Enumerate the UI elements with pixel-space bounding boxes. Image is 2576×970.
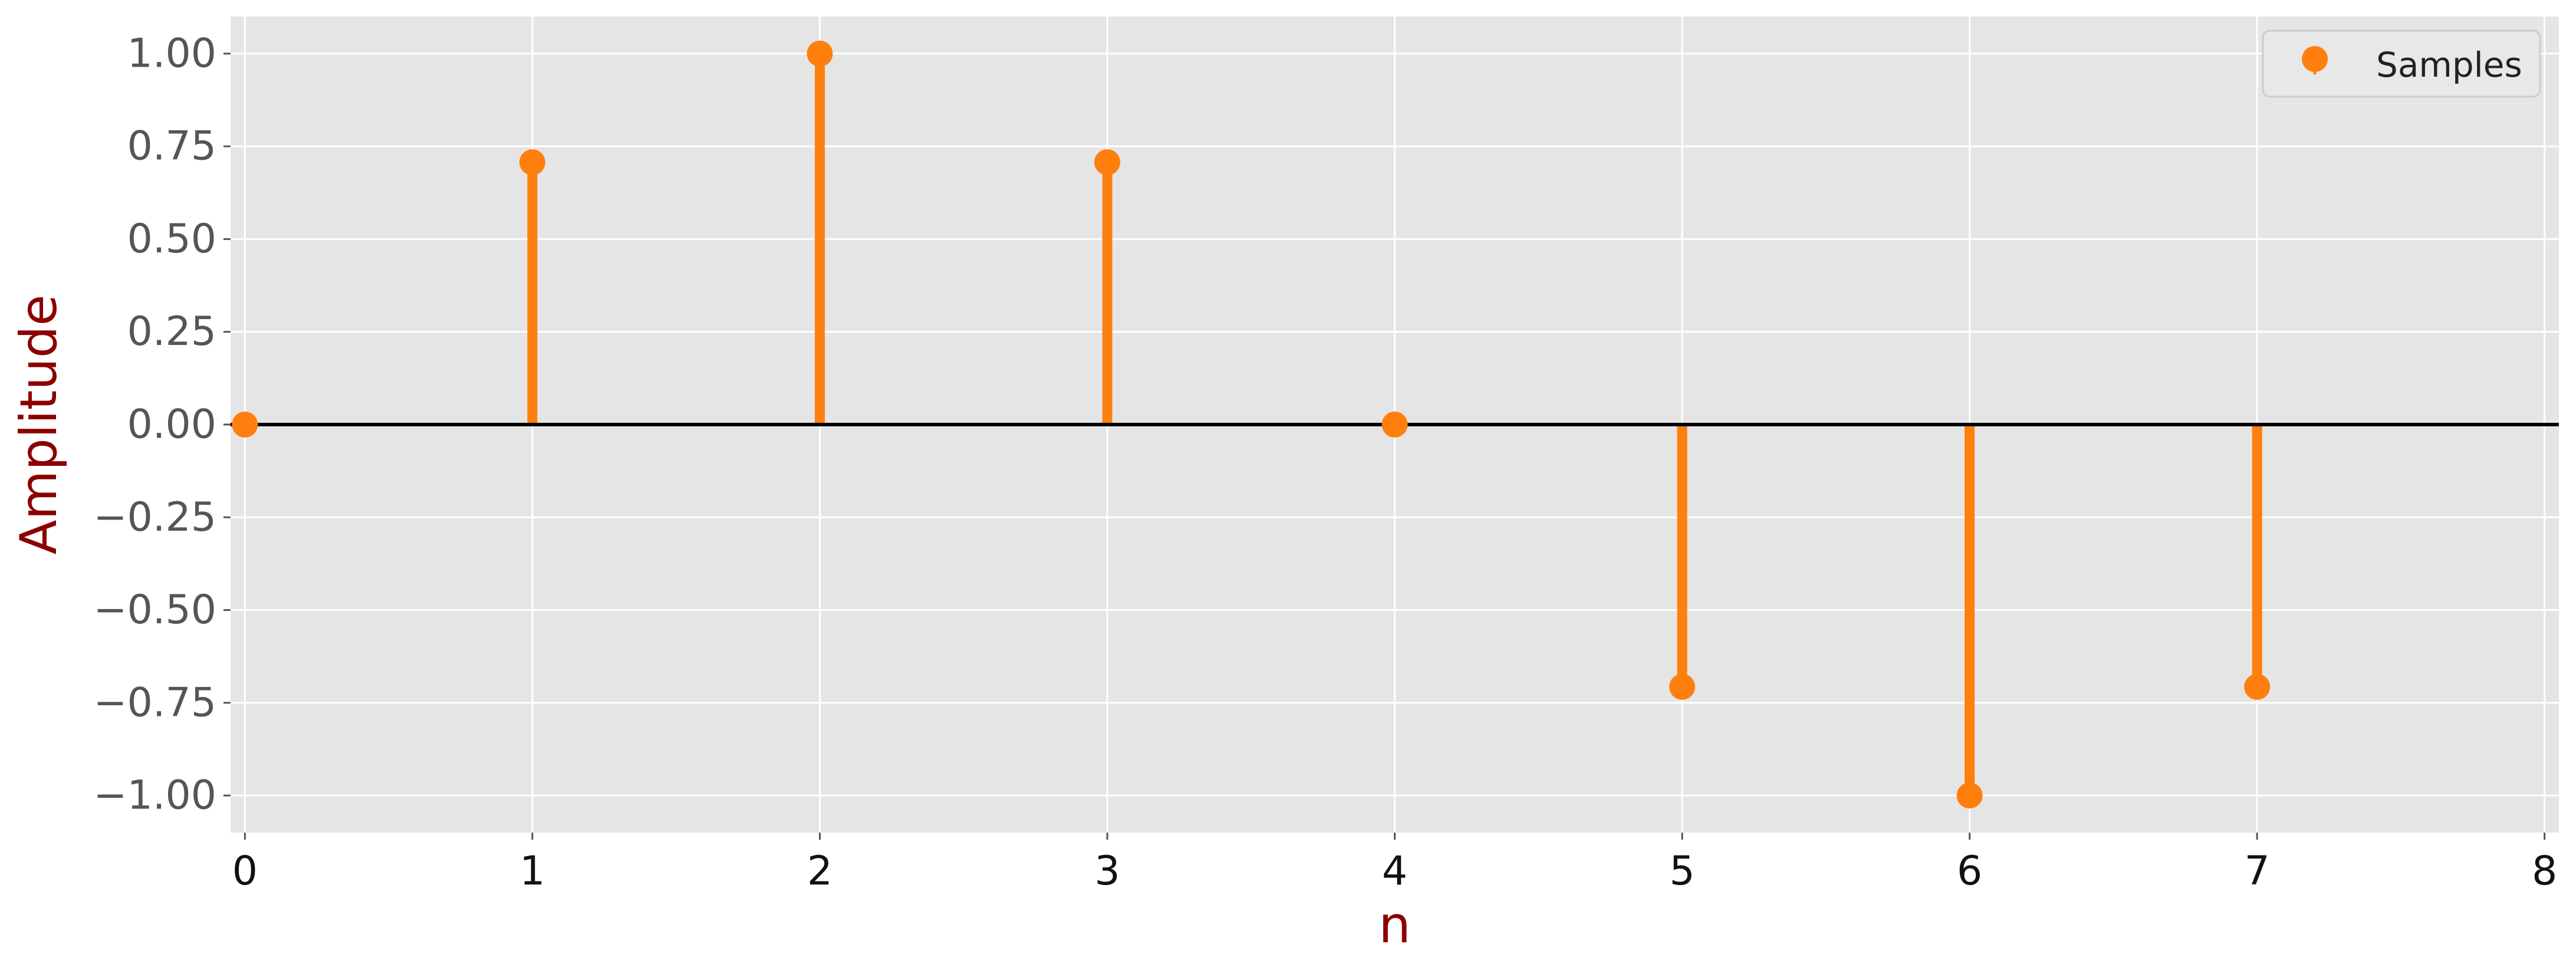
stem-marker bbox=[519, 149, 545, 176]
y-tick-label: −0.50 bbox=[94, 587, 216, 633]
y-tick-label: −0.75 bbox=[94, 679, 216, 726]
x-axis-title: n bbox=[1379, 896, 1411, 955]
y-tick-label: −0.25 bbox=[94, 494, 216, 541]
x-tick-label: 1 bbox=[519, 848, 545, 895]
y-tick-label: 1.00 bbox=[127, 30, 216, 77]
y-tick-label: 0.00 bbox=[127, 402, 216, 448]
y-tick-label: −1.00 bbox=[94, 772, 216, 819]
x-tick-label: 7 bbox=[2244, 848, 2269, 895]
x-tick-label: 8 bbox=[2532, 848, 2557, 895]
stem-marker bbox=[1956, 782, 1983, 809]
y-tick-label: 0.75 bbox=[127, 123, 216, 170]
x-tick-label: 3 bbox=[1094, 848, 1120, 895]
x-tick-label: 4 bbox=[1382, 848, 1407, 895]
stem-marker bbox=[1669, 673, 1696, 700]
x-tick-label: 0 bbox=[232, 848, 258, 895]
stem-marker bbox=[1094, 149, 1120, 176]
x-tick-label: 5 bbox=[1669, 848, 1695, 895]
stem-marker bbox=[2244, 673, 2271, 700]
stem-marker bbox=[232, 412, 258, 438]
y-axis-title: Amplitude bbox=[9, 295, 68, 555]
legend-box bbox=[2262, 29, 2541, 98]
x-tick-label: 2 bbox=[807, 848, 833, 895]
stem-marker bbox=[1381, 412, 1408, 438]
y-tick-label: 0.25 bbox=[127, 308, 216, 355]
legend-swatch-marker bbox=[2302, 46, 2328, 72]
y-tick-label: 0.50 bbox=[127, 216, 216, 262]
stem-marker bbox=[807, 40, 833, 67]
x-tick-label: 6 bbox=[1957, 848, 1982, 895]
legend-label: Samples bbox=[2376, 45, 2522, 85]
